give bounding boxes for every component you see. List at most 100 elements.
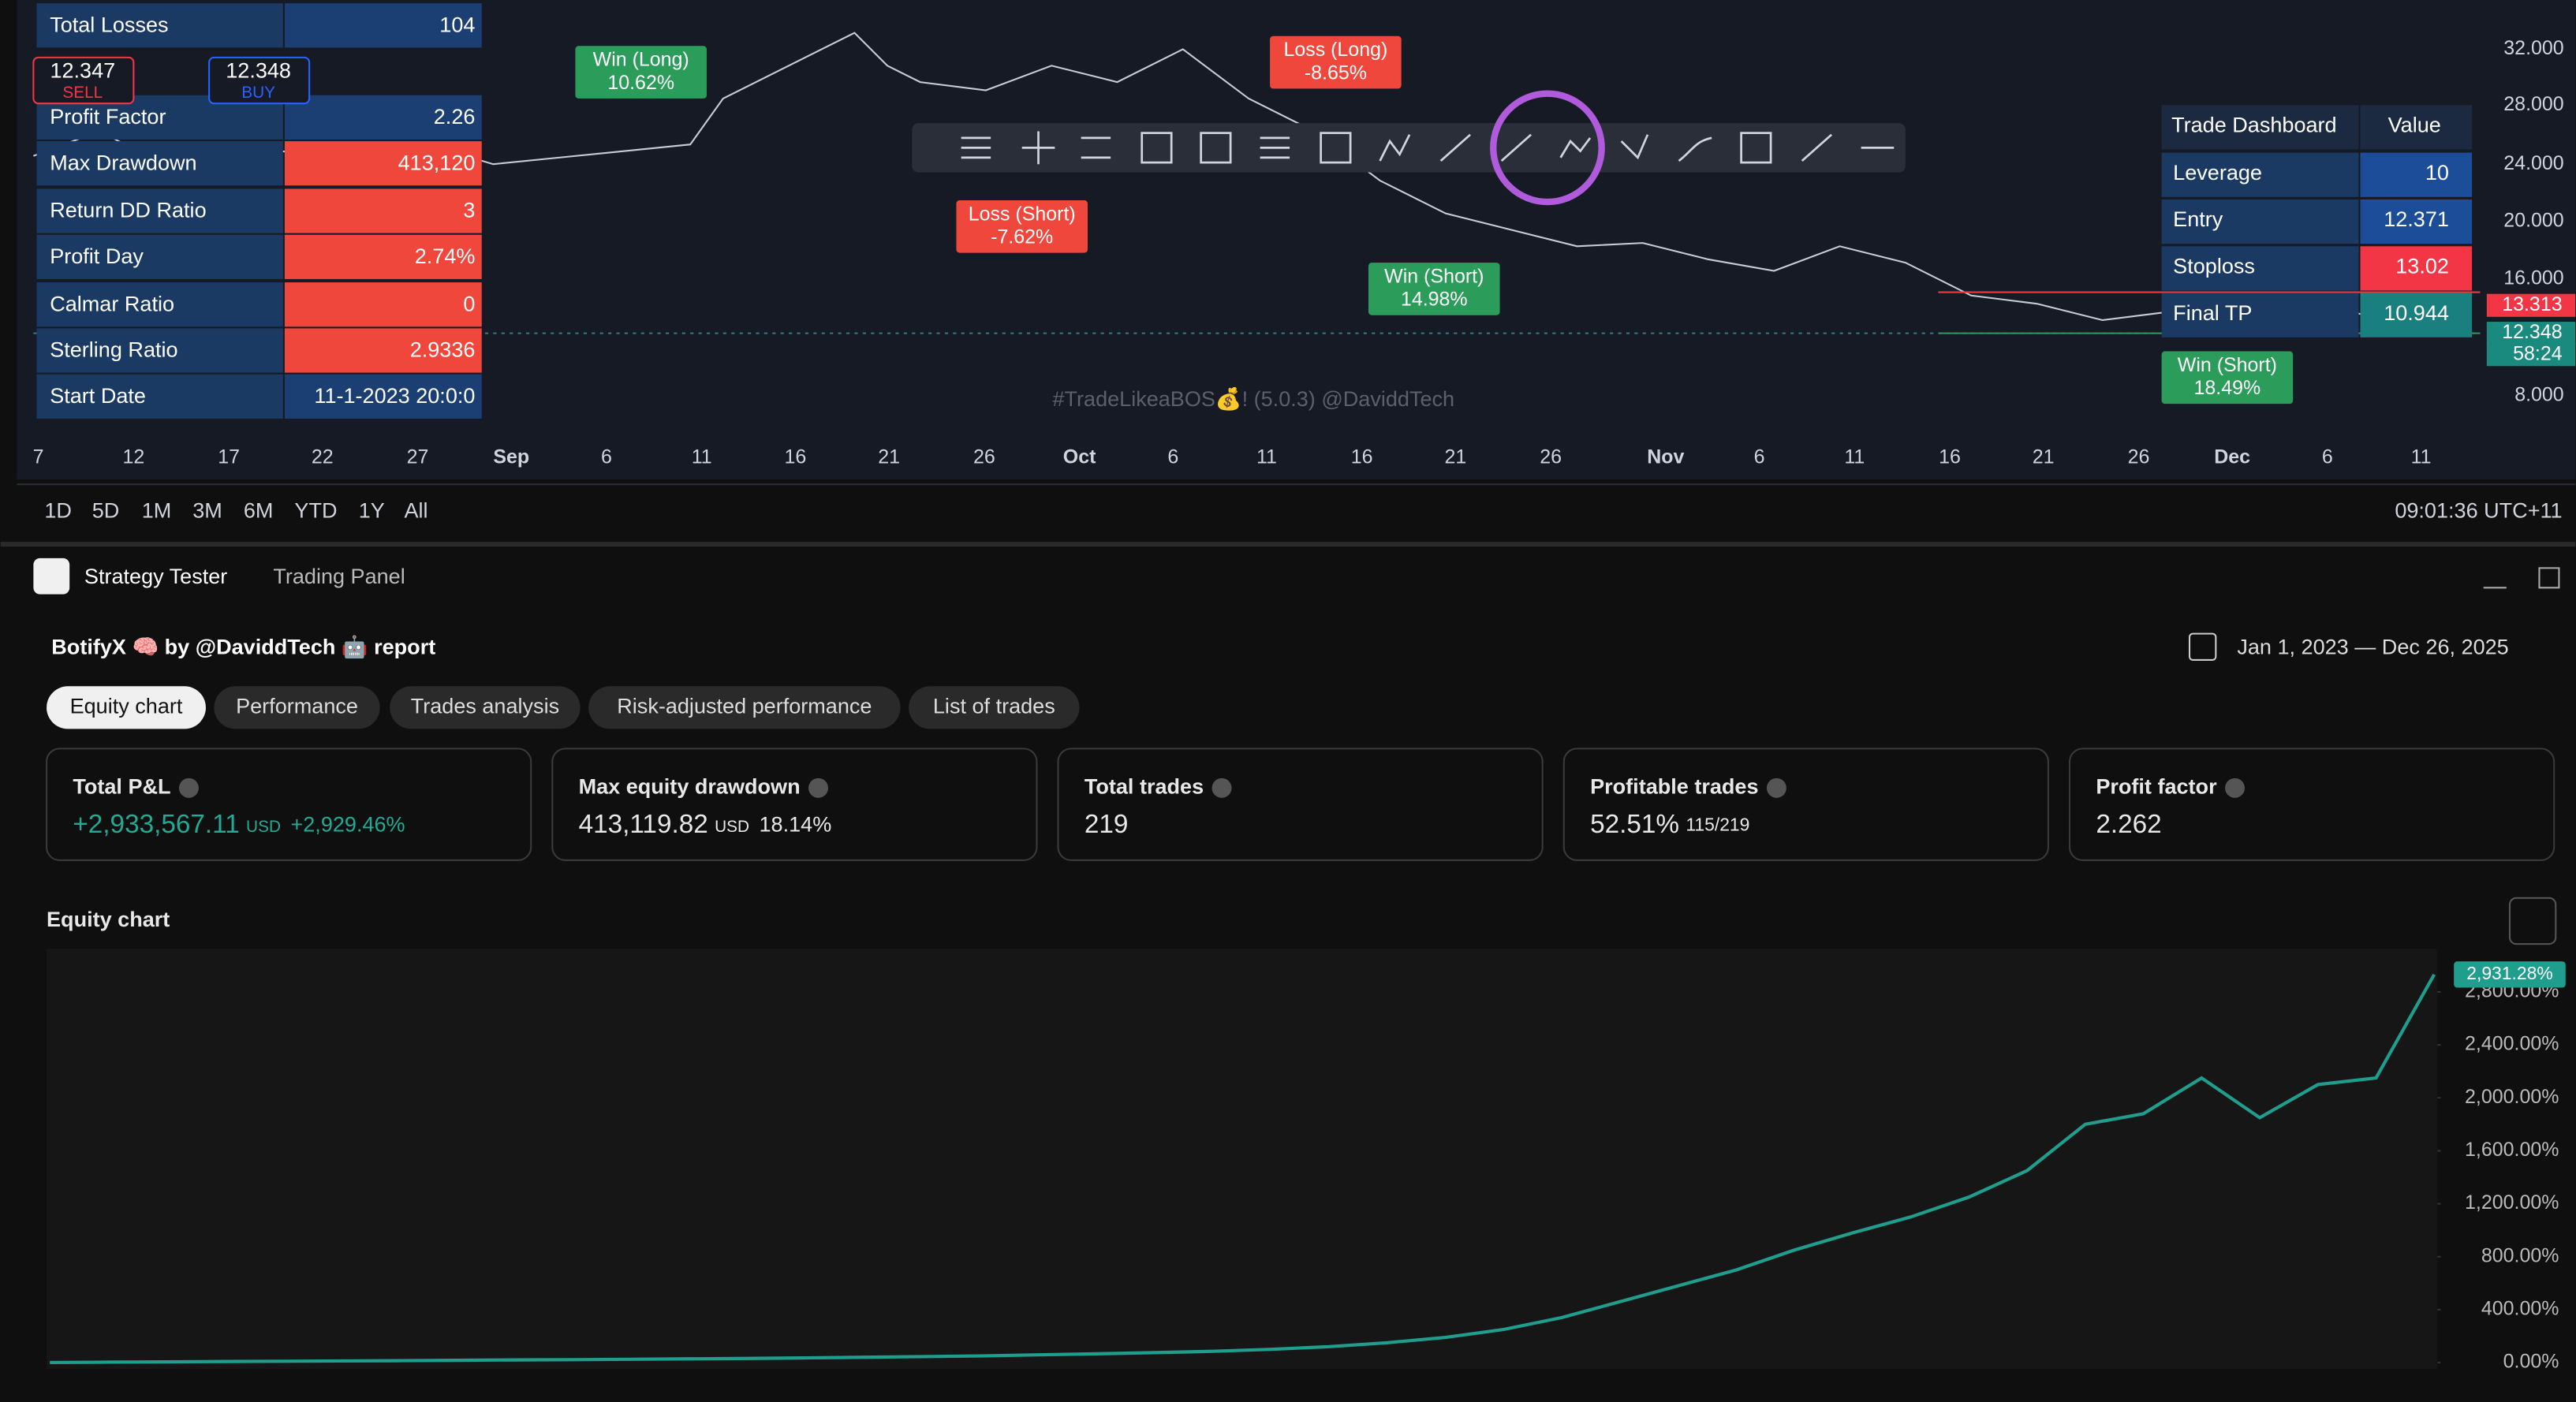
y-tick-label: 2,000.00% <box>2465 1086 2559 1108</box>
table-value-cell <box>284 282 482 327</box>
trade-label-kind: Win (Short) <box>2178 354 2277 376</box>
date-axis-label: 6 <box>601 446 612 468</box>
report-tab[interactable]: Performance <box>236 694 358 718</box>
trade-label-return: 10.62% <box>607 72 674 94</box>
table-value: 2.26 <box>434 105 476 129</box>
report-tab[interactable]: List of trades <box>933 694 1055 718</box>
date-axis-label: 16 <box>1939 446 1961 468</box>
date-axis-label: 12 <box>122 446 144 468</box>
metric-value: +2,933,567.11 <box>73 810 239 839</box>
panel-window-controls[interactable] <box>2483 567 2560 589</box>
expand-button[interactable] <box>2508 897 2557 945</box>
date-axis-label: 26 <box>2128 446 2150 468</box>
price-tag: 12.348 <box>2502 321 2562 343</box>
equity-plot-area <box>47 949 2438 1370</box>
metric-label: Total P&L <box>73 774 170 798</box>
report-tab[interactable]: Equity chart <box>70 694 183 718</box>
table-value: 0 <box>463 292 475 315</box>
strategy-icon[interactable] <box>33 557 70 595</box>
table-label-cell <box>36 141 283 186</box>
trade-label-return: -8.65% <box>1305 62 1367 84</box>
button-label: BUY <box>241 84 275 102</box>
dashboard-label: Leverage <box>2173 161 2262 185</box>
report-tab-pill[interactable] <box>214 686 380 729</box>
date-axis-label: 6 <box>2322 446 2333 468</box>
report-tab-pill[interactable] <box>47 686 206 729</box>
y-tick-label: 800.00% <box>2481 1244 2559 1266</box>
timeframe-button[interactable]: YTD <box>294 499 337 523</box>
dashboard-label: Final TP <box>2173 301 2252 325</box>
dashboard-value-cell <box>2360 246 2473 291</box>
metric-extra: +2,929.46% <box>290 812 405 836</box>
info-icon[interactable] <box>1211 777 1232 798</box>
table-value-cell <box>284 188 482 233</box>
button-price: 12.347 <box>50 59 115 83</box>
dashboard-header: Trade Dashboard <box>2171 113 2336 136</box>
table-value-cell <box>284 3 482 48</box>
calendar-icon[interactable] <box>2188 632 2217 661</box>
trade-label-kind: Win (Long) <box>593 49 689 71</box>
date-axis-label: 21 <box>878 446 900 468</box>
table-label: Return DD Ratio <box>50 199 206 222</box>
buy-button[interactable] <box>208 56 311 105</box>
timeframe-button[interactable]: All <box>404 499 427 523</box>
date-axis-label: Nov <box>1647 446 1684 468</box>
table-label-cell <box>36 282 283 327</box>
dashboard-label-cell <box>2161 246 2359 291</box>
timeframe-button[interactable]: 3M <box>192 499 222 523</box>
date-range[interactable]: Jan 1, 2023 — Dec 26, 2025 <box>2237 636 2508 659</box>
table-value-cell <box>284 234 482 279</box>
timeframe-button[interactable]: 1M <box>142 499 172 523</box>
report-tab-pill[interactable] <box>390 686 581 729</box>
timeframe-button[interactable]: 1Y <box>359 499 385 523</box>
table-value: 11-1-2023 20:0:0 <box>314 384 475 408</box>
info-icon[interactable] <box>808 777 829 798</box>
info-icon[interactable] <box>1766 777 1786 798</box>
metric-label: Profitable trades <box>1590 774 1758 798</box>
dashboard-label: Stoploss <box>2173 255 2255 278</box>
trade-label-return: -7.62% <box>991 226 1053 248</box>
button-price: 12.348 <box>226 59 291 83</box>
panel-divider <box>0 542 2576 547</box>
panel-tab[interactable]: Strategy Tester <box>84 565 227 588</box>
table-value: 104 <box>439 13 475 36</box>
panel-tab[interactable]: Trading Panel <box>273 565 405 588</box>
price-tag: 58:24 <box>2513 342 2563 364</box>
metric-unit: USD <box>246 818 281 836</box>
price-axis-label: 16.000 <box>2503 267 2563 289</box>
table-value: 3 <box>463 199 475 222</box>
report-tab-pill[interactable] <box>588 686 901 729</box>
info-icon[interactable] <box>178 777 199 798</box>
metric-card <box>2068 748 2555 861</box>
timeframe-button[interactable]: 6M <box>244 499 274 523</box>
timeframe-button[interactable]: 5D <box>92 499 120 523</box>
price-tag: 13.313 <box>2502 293 2562 315</box>
table-label: Sterling Ratio <box>50 338 177 362</box>
metric-value: 219 <box>1085 810 1129 839</box>
date-axis-label: 26 <box>1540 446 1562 468</box>
y-tick-label: 2,400.00% <box>2465 1033 2559 1055</box>
trade-label-box <box>2161 351 2294 405</box>
price-axis-label: 24.000 <box>2503 152 2563 174</box>
drawing-toolbar[interactable] <box>912 123 1906 173</box>
timeframe-button[interactable]: 1D <box>44 499 72 523</box>
date-axis-label: 7 <box>33 446 44 468</box>
report-tab[interactable]: Trades analysis <box>411 694 559 718</box>
dashboard-value-cell <box>2360 293 2473 337</box>
table-label: Total Losses <box>50 13 168 36</box>
metric-card <box>45 748 532 861</box>
metric-value: 52.51% <box>1590 810 1679 839</box>
report-tab[interactable]: Risk-adjusted performance <box>617 694 872 718</box>
table-value-cell <box>284 328 482 373</box>
price-path <box>33 32 2464 323</box>
report-tab-pill[interactable] <box>909 686 1080 729</box>
date-axis-label: 17 <box>218 446 240 468</box>
report-title[interactable]: BotifyX 🧠 by @DaviddTech 🤖 report <box>51 635 435 659</box>
dashboard-value: 13.02 <box>2395 255 2449 278</box>
trade-label-kind: Loss (Short) <box>969 203 1076 225</box>
trade-label-kind: Loss (Long) <box>1283 39 1387 61</box>
sell-button[interactable] <box>32 56 135 105</box>
trade-label-return: 18.49% <box>2194 377 2261 399</box>
info-icon[interactable] <box>2225 777 2246 798</box>
